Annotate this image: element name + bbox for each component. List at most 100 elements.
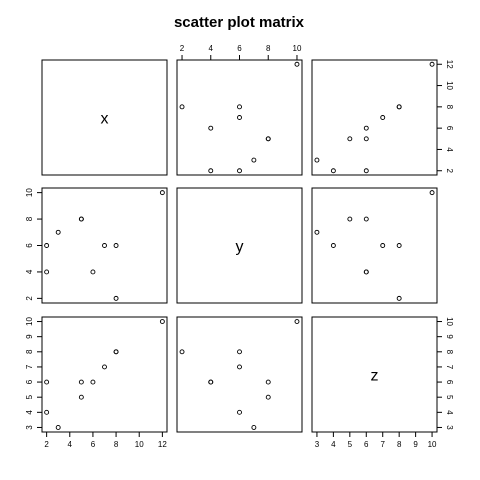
bottom-tick-label-z-8: 8: [397, 440, 402, 449]
left-tick-label-z-10: 10: [25, 317, 34, 326]
point-y-x-9: [265, 136, 271, 142]
panel-2-1: [41, 187, 168, 304]
right-tick-label-x-4: 4: [445, 147, 454, 152]
bottom-tick-label-x-10: 10: [135, 440, 144, 449]
point-y-z-3: [265, 379, 271, 385]
point-x-y-10: [113, 243, 119, 248]
left-tick-label-z-8: 8: [25, 349, 34, 354]
point-z-x-2: [330, 168, 336, 174]
top-tick-label-y-10: 10: [293, 44, 302, 53]
bottom-tick-label-z-5: 5: [348, 440, 353, 449]
panel-1-2: [176, 59, 303, 176]
bottom-tick-label-z-9: 9: [413, 440, 418, 449]
point-x-y-7: [102, 243, 107, 248]
diagonal-label-z: z: [371, 368, 379, 385]
point-y-x-2: [237, 168, 242, 174]
point-y-x-8: [208, 168, 214, 174]
left-tick-label-z-3: 3: [25, 425, 34, 430]
left-tick-label-z-4: 4: [25, 410, 34, 415]
point-x-y-5: [113, 295, 119, 301]
point-y-z-1: [294, 319, 300, 324]
point-x-z-1: [159, 319, 165, 324]
bottom-tick-label-z-6: 6: [364, 440, 369, 449]
right-tick-label-z-4: 4: [445, 410, 454, 415]
right-tick-label-z-8: 8: [445, 350, 454, 355]
point-z-x-7: [380, 115, 386, 120]
point-y-z-9: [265, 394, 271, 400]
panels: x y z 2 4 6 8 10 2 4 6 8 10 12 3 4 5 6 7 8 9 10 2 4 6 8 10 3 4 5 6 7 8 9 1…: [25, 44, 454, 449]
left-tick-label-y-6: 6: [25, 243, 34, 248]
top-tick-label-y-2: 2: [180, 44, 185, 53]
point-y-x-4: [251, 157, 257, 163]
right-tick-label-z-10: 10: [445, 317, 454, 326]
point-z-y-4: [314, 229, 320, 235]
panel-1-1: [41, 59, 168, 176]
point-z-y-7: [380, 243, 386, 248]
point-z-y-9: [347, 216, 353, 222]
left-tick-label-z-9: 9: [25, 334, 34, 339]
point-y-z-10: [237, 349, 242, 355]
panel-1-3: [311, 59, 438, 176]
panel-2-3: [311, 187, 438, 304]
point-x-z-2: [44, 409, 50, 415]
point-z-x-8: [363, 168, 369, 174]
point-z-y-5: [396, 295, 402, 301]
right-tick-label-z-3: 3: [445, 425, 454, 430]
right-tick-label-x-10: 10: [445, 81, 454, 90]
panel-3-2: [176, 316, 303, 433]
point-z-y-10: [396, 243, 402, 248]
diagonal-label-x: x: [101, 111, 109, 128]
panel-3-1: [41, 316, 168, 433]
point-z-y-1: [429, 190, 435, 196]
point-z-x-10: [396, 104, 402, 110]
point-y-z-4: [251, 425, 257, 430]
point-x-y-8: [44, 269, 50, 275]
point-z-x-1: [429, 61, 435, 67]
panel-3-3: [311, 316, 438, 433]
point-z-x-9: [347, 136, 353, 142]
point-y-x-10: [237, 104, 242, 110]
bottom-tick-label-z-4: 4: [331, 440, 336, 449]
top-tick-label-y-4: 4: [209, 44, 214, 53]
point-y-x-1: [294, 61, 300, 67]
point-x-z-3: [78, 379, 84, 385]
bottom-tick-label-x-8: 8: [114, 440, 119, 449]
right-tick-label-z-5: 5: [445, 395, 454, 400]
left-tick-label-y-2: 2: [25, 296, 34, 301]
point-z-x-3: [363, 136, 369, 142]
right-tick-label-z-9: 9: [445, 334, 454, 339]
point-y-z-7: [237, 364, 242, 370]
bottom-tick-label-x-12: 12: [158, 440, 167, 449]
point-z-y-3: [363, 216, 369, 222]
point-y-x-6: [208, 125, 214, 131]
point-x-z-7: [102, 364, 107, 370]
bottom-tick-label-z-7: 7: [380, 440, 385, 449]
point-y-z-5: [179, 349, 185, 355]
top-tick-label-y-6: 6: [237, 44, 242, 53]
point-x-y-9: [78, 216, 84, 222]
bottom-tick-label-z-3: 3: [315, 440, 320, 449]
point-x-z-6: [90, 379, 96, 385]
point-z-y-2: [330, 243, 336, 248]
point-y-x-5: [179, 104, 185, 110]
left-tick-label-y-8: 8: [25, 216, 34, 221]
right-tick-label-x-8: 8: [445, 105, 454, 110]
left-tick-label-y-4: 4: [25, 269, 34, 274]
diagonal-label-y: y: [236, 239, 244, 256]
point-x-y-2: [44, 243, 50, 248]
point-x-y-6: [90, 269, 96, 275]
top-tick-label-y-8: 8: [266, 44, 271, 53]
point-x-z-10: [113, 349, 119, 355]
point-y-x-7: [237, 115, 242, 120]
bottom-tick-label-z-10: 10: [428, 440, 437, 449]
point-x-z-8: [44, 379, 50, 385]
right-tick-label-x-12: 12: [445, 60, 454, 69]
chart-title: scatter plot matrix: [174, 14, 305, 31]
right-tick-label-z-7: 7: [445, 365, 454, 370]
right-tick-label-z-6: 6: [445, 380, 454, 385]
bottom-tick-label-x-2: 2: [44, 440, 49, 449]
point-x-y-4: [55, 229, 61, 235]
left-tick-label-z-6: 6: [25, 379, 34, 384]
point-z-x-4: [314, 157, 320, 163]
